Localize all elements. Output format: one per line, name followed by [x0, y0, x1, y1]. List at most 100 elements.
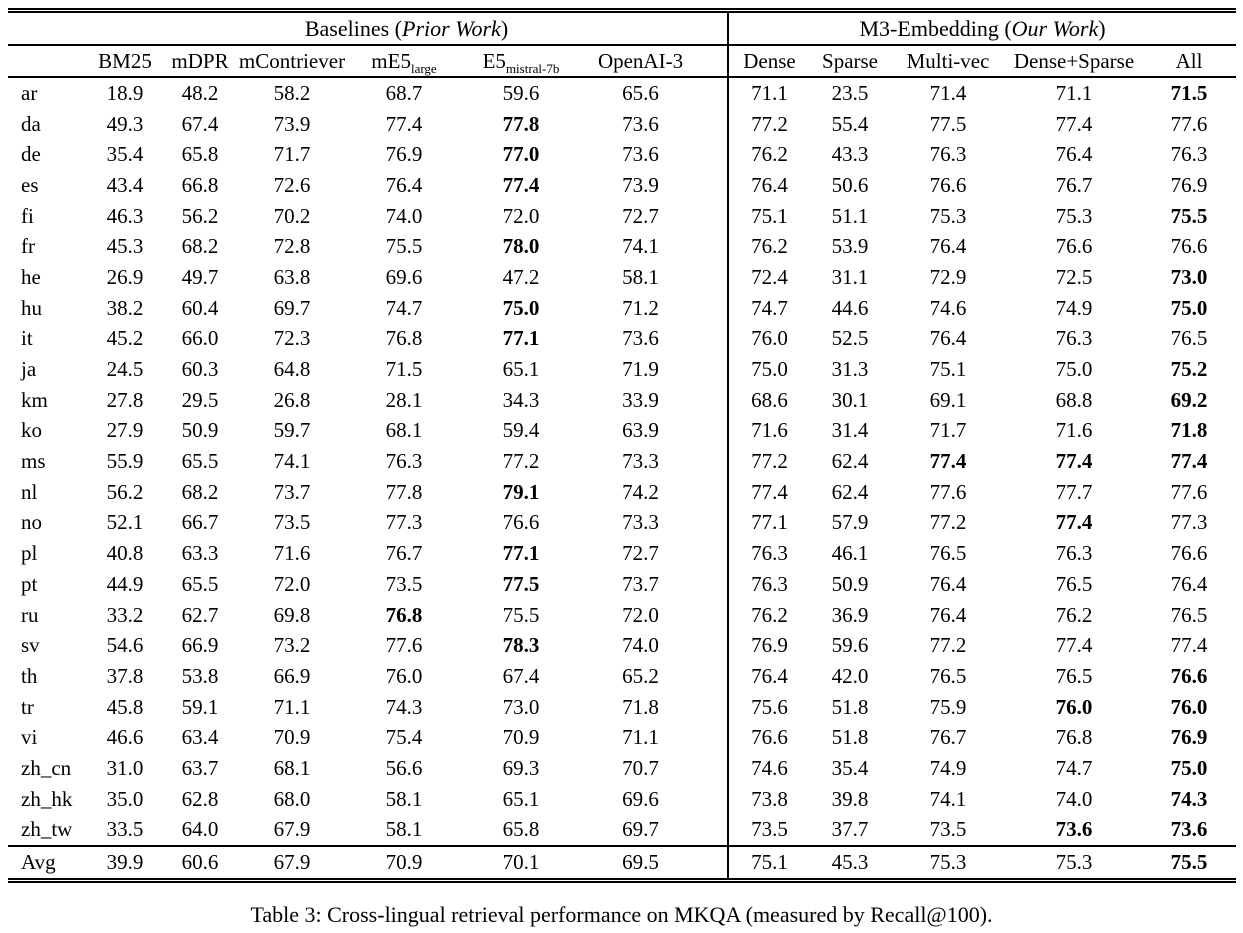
cell-pl-multi-vec: 76.5	[929, 541, 967, 566]
cell-ru-multi-vec: 76.4	[929, 602, 967, 627]
cell-fi-mcontriever: 70.2	[273, 203, 311, 228]
cell-pl-bm25: 40.8	[106, 541, 144, 566]
cell-no-bm25: 52.1	[106, 510, 144, 535]
cell-vi-mcontriever: 70.9	[273, 725, 311, 750]
cell-zh_cn-me5: 56.6	[385, 755, 423, 780]
cell-zh_cn-dense: 74.6	[751, 755, 788, 780]
column-header-label: mContriever	[238, 48, 346, 73]
cell-da-me5: 77.4	[385, 111, 423, 136]
cell-da-dense: 77.2	[751, 111, 788, 136]
cell-pl-sparse: 46.1	[831, 541, 869, 566]
cell-avg-all: 75.5	[1142, 845, 1237, 884]
row-label-fr: fr	[21, 234, 35, 259]
cell-zh_tw-bm25: 33.5	[106, 817, 144, 842]
cell-ms-sparse: 62.4	[831, 449, 869, 474]
cell-nl-dense: 77.4	[751, 479, 788, 504]
table-row-ja: ja 24.5 60.3 64.8 71.5 65.1 71.9 75.0 31.3 75.1 75…	[8, 354, 1236, 385]
column-header-multi-vec: Multi-vec	[890, 45, 1007, 78]
cell-ja-multi-vec: 75.1	[929, 357, 967, 382]
cell-pt-dense: 76.3	[751, 571, 788, 596]
cell-ru-dense-sparse: 76.2	[1055, 602, 1093, 627]
cell-tr-e5: 73.0	[502, 694, 540, 719]
cell-vi-dense: 76.6	[751, 725, 788, 750]
cell-it-e5: 77.1	[502, 326, 540, 351]
cell-ms-mcontriever: 74.1	[273, 449, 311, 474]
table-row-pl: pl 40.8 63.3 71.6 76.7 77.1 72.7 76.3 46.1 76.5 76…	[8, 538, 1236, 569]
group-header-m3-embedding: M3-Embedding (Our Work)	[728, 8, 1237, 46]
table-row-he: he 26.9 49.7 63.8 69.6 47.2 58.1 72.4 31.1 72.9 72…	[8, 262, 1236, 293]
table-row-sv: sv 54.6 66.9 73.2 77.6 78.3 74.0 76.9 59.6 77.2 77…	[8, 630, 1236, 662]
cell-pt-mcontriever: 72.0	[273, 571, 311, 596]
group-label-italic: Prior Work	[402, 15, 501, 41]
cell-sv-mdpr: 66.9	[181, 633, 219, 658]
column-header-label: Multi-vec	[906, 48, 990, 73]
table-header: Baselines (Prior Work) M3-Embedding (Our…	[8, 8, 1237, 78]
cell-ja-openai-3: 71.9	[582, 354, 730, 385]
cell-sv-sparse: 59.6	[831, 633, 869, 658]
column-header-label: All	[1175, 48, 1203, 73]
cell-nl-me5: 77.8	[385, 479, 423, 504]
cell-ar-openai-3: 65.6	[582, 77, 730, 109]
cell-ms-multi-vec: 77.4	[929, 449, 967, 474]
column-header-e5: E5mistral-7b	[460, 45, 582, 78]
table-row-vi: vi 46.6 63.4 70.9 75.4 70.9 71.1 76.6 51.8 76.7 76…	[8, 722, 1236, 754]
cell-fr-dense-sparse: 76.6	[1055, 234, 1093, 259]
cell-ar-all: 71.5	[1170, 80, 1208, 105]
cell-hu-me5: 74.7	[385, 295, 423, 320]
cell-zh_cn-multi-vec: 74.9	[929, 755, 967, 780]
cell-vi-me5: 75.4	[385, 725, 423, 750]
cell-ja-all: 75.2	[1170, 357, 1208, 382]
cell-es-multi-vec: 76.6	[929, 172, 967, 197]
cell-ja-bm25: 24.5	[106, 357, 144, 382]
cell-zh_hk-mcontriever: 68.0	[273, 786, 311, 811]
cell-ja-sparse: 31.3	[831, 357, 869, 382]
cell-zh_tw-mcontriever: 67.9	[273, 817, 311, 842]
row-label-he: he	[21, 264, 41, 289]
cell-th-multi-vec: 76.5	[929, 663, 967, 688]
cell-vi-e5: 70.9	[502, 725, 540, 750]
column-header-sparse: Sparse	[810, 45, 891, 78]
column-header-subscript: mistral-7b	[505, 60, 560, 76]
cell-zh_tw-dense-sparse: 73.6	[1055, 817, 1093, 842]
cell-fi-dense: 75.1	[751, 203, 788, 228]
cell-zh_hk-openai-3: 69.6	[582, 783, 730, 815]
language-column-header	[8, 45, 86, 78]
cell-km-openai-3: 33.9	[582, 384, 730, 416]
table-row-no: no 52.1 66.7 73.5 77.3 76.6 73.3 77.1 57.9 77.2 77…	[8, 507, 1236, 539]
cell-pt-e5: 77.5	[502, 571, 540, 596]
cell-sv-dense: 76.9	[751, 633, 788, 658]
column-header-all: All	[1142, 45, 1237, 78]
cell-zh_cn-openai-3: 70.7	[582, 753, 730, 784]
cell-km-multi-vec: 69.1	[929, 387, 967, 412]
cell-no-all: 77.3	[1170, 510, 1208, 535]
cell-zh_tw-multi-vec: 73.5	[929, 817, 967, 842]
cell-it-dense-sparse: 76.3	[1055, 326, 1093, 351]
cell-avg-dense: 75.1	[728, 845, 811, 884]
cell-th-dense: 76.4	[751, 663, 788, 688]
cell-zh_hk-dense-sparse: 74.0	[1055, 786, 1093, 811]
cell-ms-dense: 77.2	[751, 449, 788, 474]
cell-th-e5: 67.4	[502, 663, 540, 688]
cell-pt-all: 76.4	[1170, 571, 1208, 596]
cell-ko-e5: 59.4	[502, 418, 540, 443]
cell-de-multi-vec: 76.3	[929, 142, 967, 167]
row-label-avg: Avg	[8, 845, 86, 884]
cell-ru-dense: 76.2	[751, 602, 788, 627]
row-label-zh_tw: zh_tw	[21, 817, 73, 842]
group-header-row: Baselines (Prior Work) M3-Embedding (Our…	[8, 8, 1237, 46]
cell-th-openai-3: 65.2	[582, 661, 730, 692]
cell-km-mdpr: 29.5	[181, 387, 219, 412]
column-header-label: BM25	[98, 48, 152, 73]
cell-sv-multi-vec: 77.2	[929, 633, 967, 658]
cell-zh_tw-me5: 58.1	[385, 817, 423, 842]
cell-th-sparse: 42.0	[831, 663, 869, 688]
cell-pl-openai-3: 72.7	[582, 538, 730, 569]
cell-fr-all: 76.6	[1170, 234, 1208, 259]
row-label-ja: ja	[21, 357, 37, 382]
cell-da-mdpr: 67.4	[181, 111, 219, 136]
cell-nl-e5: 79.1	[502, 479, 540, 504]
row-label-sv: sv	[21, 633, 40, 658]
cell-pl-me5: 76.7	[385, 541, 423, 566]
table-row-ru: ru 33.2 62.7 69.8 76.8 75.5 72.0 76.2 36.9 76.4 76…	[8, 599, 1236, 631]
column-header-label: OpenAI-3	[597, 48, 684, 73]
